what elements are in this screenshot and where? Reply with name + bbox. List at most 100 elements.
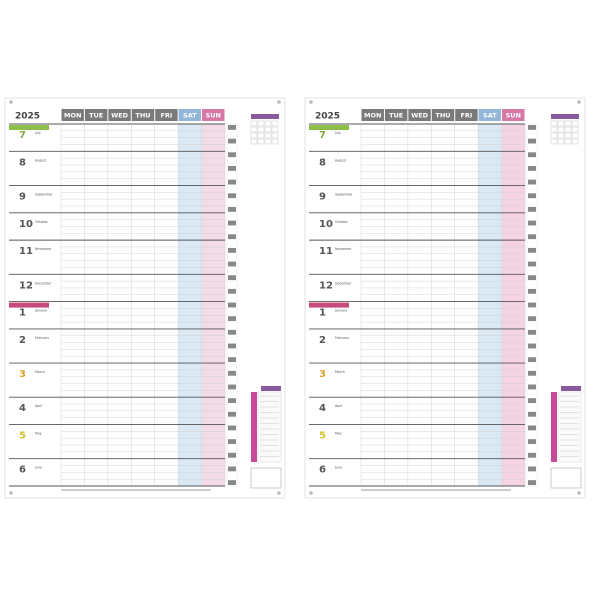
weekday-header [431,109,455,121]
note-tag [228,452,236,458]
info-box [557,391,582,463]
weekday-header [131,109,155,121]
note-tag [528,411,536,417]
legend-cell [571,132,579,139]
month-name: August [335,158,347,162]
weekday-label: WED [111,112,129,120]
footer-note [361,489,511,491]
qr-box [250,467,282,489]
month-name: July [334,131,341,135]
saturday-column [478,124,502,486]
section-bar [9,302,49,308]
saturday-column [178,124,202,486]
note-tag [228,261,236,267]
pin-hole [577,100,581,104]
note-tag [528,343,536,349]
month-number: 5 [19,431,26,442]
legend-cell [564,138,572,145]
note-tag [528,439,536,445]
info-header [261,386,281,391]
legend-cell [557,126,565,133]
pin-hole [577,491,581,495]
month-number: 3 [319,369,326,380]
legend-cell [264,120,272,127]
note-tag [228,480,236,485]
note-tag [528,302,536,308]
note-tag [528,220,536,226]
month-number: 8 [319,157,326,168]
note-tag [528,370,536,376]
legend-cell [257,132,265,139]
month-number: 7 [19,130,26,141]
note-tag [528,261,536,267]
note-tag [528,193,536,199]
legend-cell [250,138,258,145]
month-number: 2 [19,335,26,346]
legend-cell [571,120,579,127]
weekday-header [502,109,525,121]
pin-hole [309,491,313,495]
legend-cell [550,126,558,133]
month-name: March [335,370,345,374]
note-tag [228,179,236,185]
month-number: 2 [319,335,326,346]
note-tag [528,316,536,322]
legend-cell [564,126,572,133]
weekday-header [178,109,202,121]
section-bar [309,125,349,130]
note-tag [228,384,236,390]
year: 2025 [15,112,40,122]
weekday-header [202,109,225,121]
section-bar [9,125,49,130]
note-tag [528,452,536,458]
note-tag [528,179,536,185]
pin-hole [9,100,13,104]
weekday-header [155,109,178,121]
note-tag [528,329,536,335]
month-number: 1 [319,308,326,319]
month-name: April [35,404,42,408]
month-name: September [35,192,53,196]
note-tag [228,193,236,199]
month-name: November [335,247,352,251]
note-tag [228,398,236,404]
info-strip [551,392,557,462]
month-name: January [34,309,47,313]
legend-cell [550,138,558,145]
note-tag [228,234,236,240]
pin-hole [277,100,281,104]
month-name: August [35,158,47,162]
legend-cell [250,120,258,127]
month-number: 6 [19,465,26,476]
pin-hole [277,491,281,495]
calendar-poster: 2025 MON TUE WED THU FRI SAT SUN 7 July 8 August 9 Se… [4,97,286,499]
legend-cell [257,138,265,145]
month-number: 12 [19,280,33,291]
month-name: June [34,466,42,470]
legend-cell [564,120,572,127]
weekday-label: MON [64,112,81,120]
note-tag [228,152,236,158]
legend-cell [550,120,558,127]
note-tag [228,125,236,130]
weekday-header [408,109,431,121]
weekday-header [478,109,502,121]
note-tag [228,288,236,294]
note-tag [228,466,236,472]
legend-cell [271,138,279,145]
legend-cell [271,120,279,127]
month-name: December [35,281,52,285]
note-tag [528,480,536,485]
info-box [257,391,282,463]
note-tag [228,425,236,431]
note-tag [228,247,236,253]
footer-note [61,489,211,491]
legend-cell [257,120,265,127]
month-number: 8 [19,157,26,168]
weekday-header [455,109,478,121]
note-tag [528,288,536,294]
month-name: January [334,309,347,313]
legend-cell [250,132,258,139]
note-tag [528,165,536,171]
